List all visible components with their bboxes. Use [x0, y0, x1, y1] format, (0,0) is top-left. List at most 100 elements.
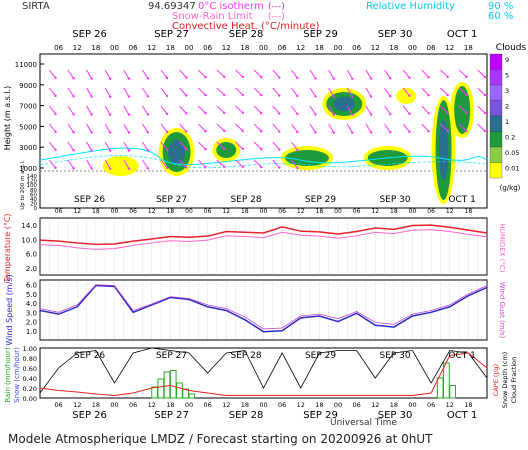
wind-arrow	[142, 69, 149, 79]
temp-tick: 10.0	[21, 236, 37, 244]
height-tick-lower: 20	[30, 202, 37, 208]
wind-arrow	[346, 123, 353, 133]
hour-tick-bottom: 18	[166, 401, 174, 409]
wind-arrow	[123, 141, 130, 151]
wind-arrow-head	[146, 149, 150, 152]
hour-tick-bottom: 18	[390, 401, 398, 409]
wind-arrow-head	[127, 95, 131, 98]
wind-arrow-head	[108, 95, 112, 98]
hour-tick-top: 06	[203, 44, 212, 52]
wind-arrow-head	[127, 77, 131, 80]
wind-arrow	[477, 87, 486, 96]
humidex-line	[39, 229, 488, 250]
temp-tick: 6.0	[26, 251, 37, 259]
wind-arrow	[216, 105, 225, 114]
wind-arrow-head	[204, 111, 207, 115]
wind-arrow	[291, 105, 298, 115]
wind-arrow-head	[165, 112, 169, 116]
wind-arrow	[235, 87, 244, 96]
day-label-bottom: OCT 1	[447, 410, 478, 421]
wind-arrow-head	[54, 112, 57, 116]
wind-arrow	[216, 87, 225, 96]
wind-arrow-head	[54, 94, 57, 98]
wind-arrow-head	[72, 131, 75, 134]
wind-arrow-head	[72, 149, 75, 152]
wind-arrow-head	[241, 111, 245, 115]
clouds-ylabel2: Up to 200 m a.g.l.	[20, 160, 26, 210]
wind-arrow	[309, 87, 316, 97]
wind-arrow-head	[408, 76, 411, 79]
wind-arrow	[291, 87, 298, 97]
wind-arrow	[160, 123, 168, 133]
wind-arrow-head	[241, 129, 245, 133]
wind-arrow	[67, 87, 74, 97]
cloud-blob	[284, 150, 329, 166]
wind-arrow-head	[446, 93, 449, 97]
wind-arrow	[123, 87, 130, 97]
rain-ylabel: Rain (mm/hour)	[4, 347, 12, 402]
wind-arrow	[291, 123, 298, 133]
day-label-precip: SEP 26	[74, 351, 105, 361]
snow-depth-ylabel: Snow Depth (cm)	[501, 352, 509, 408]
wind-arrow-head	[54, 148, 57, 152]
wind-arrow-head	[241, 75, 245, 79]
day-label-clouds: OCT 1	[448, 195, 475, 205]
wind-arrow	[253, 123, 262, 132]
colorbar-swatch	[489, 100, 503, 117]
legend-isotherm-line: (---)	[268, 2, 285, 12]
wind-arrow-head	[483, 93, 487, 97]
wind-arrow-head	[241, 93, 245, 97]
hour-tick-bottom: 00	[408, 401, 416, 409]
precip-tick: 0.60	[23, 365, 37, 373]
precip-tick: 0.20	[23, 385, 37, 393]
hour-tick-bottom: 18	[92, 401, 100, 409]
colorbar-tick: 3	[505, 87, 509, 95]
wind-arrow	[384, 87, 391, 97]
wind-arrow-head	[389, 131, 392, 134]
wind-arrow-head	[204, 93, 207, 97]
wind-arrow	[253, 159, 262, 168]
wind-arrow-head	[241, 147, 245, 151]
hour-tick-bottom: 06	[203, 401, 211, 409]
wind-arrow-head	[223, 165, 226, 169]
wind-arrow-head	[204, 165, 207, 169]
wind-arrow	[216, 141, 225, 150]
wind-arrow	[328, 87, 335, 97]
temperature-panel: 14.0 10.0 6.0 2.0 Temperature (°C) HUMIDEX (°…	[3, 213, 506, 283]
hour-tick-bottom: 06	[352, 401, 360, 409]
wind-arrow-head	[108, 167, 112, 170]
wind-arrow	[179, 105, 187, 114]
wind-arrow-head	[72, 113, 75, 116]
hour-tick-top: 06	[54, 44, 63, 52]
wind-arrow	[440, 105, 448, 114]
cape-line	[39, 352, 488, 397]
precip-tick: 0.40	[23, 375, 37, 383]
wind-arrow	[402, 87, 410, 97]
cloud-blob	[454, 86, 471, 134]
colorbar-swatch	[489, 131, 503, 148]
colorbar-swatch	[489, 115, 503, 132]
wind-arrow-head	[278, 112, 281, 115]
wind-arrow-head	[72, 77, 75, 80]
hour-tick-top: 06	[278, 44, 287, 52]
hour-tick-clouds: 18	[316, 208, 324, 215]
wind-arrow	[309, 123, 316, 133]
height-tick-lower: 80	[30, 188, 37, 194]
wind-arrow	[477, 69, 486, 78]
hour-tick-bottom: 12	[446, 401, 454, 409]
hour-tick-top: 12	[147, 44, 156, 52]
wind-arrow	[402, 69, 410, 79]
wind-arrow	[365, 69, 372, 79]
wind-arrow-head	[389, 95, 392, 98]
wind-arrow-head	[446, 129, 449, 133]
wind-arrow-head	[185, 112, 188, 115]
wind-arrow-head	[314, 131, 317, 134]
wind-arrow	[421, 123, 430, 132]
hour-tick-bottom: 18	[315, 401, 323, 409]
colorbar-tick: 1	[505, 118, 509, 126]
wind-arrow-head	[146, 113, 150, 116]
wind-arrow-head	[72, 95, 75, 98]
legend-snowrain: Snow-Rain Limit	[172, 11, 253, 22]
wind-arrow	[48, 141, 56, 151]
colorbar-unit: (g/kg)	[500, 184, 521, 192]
